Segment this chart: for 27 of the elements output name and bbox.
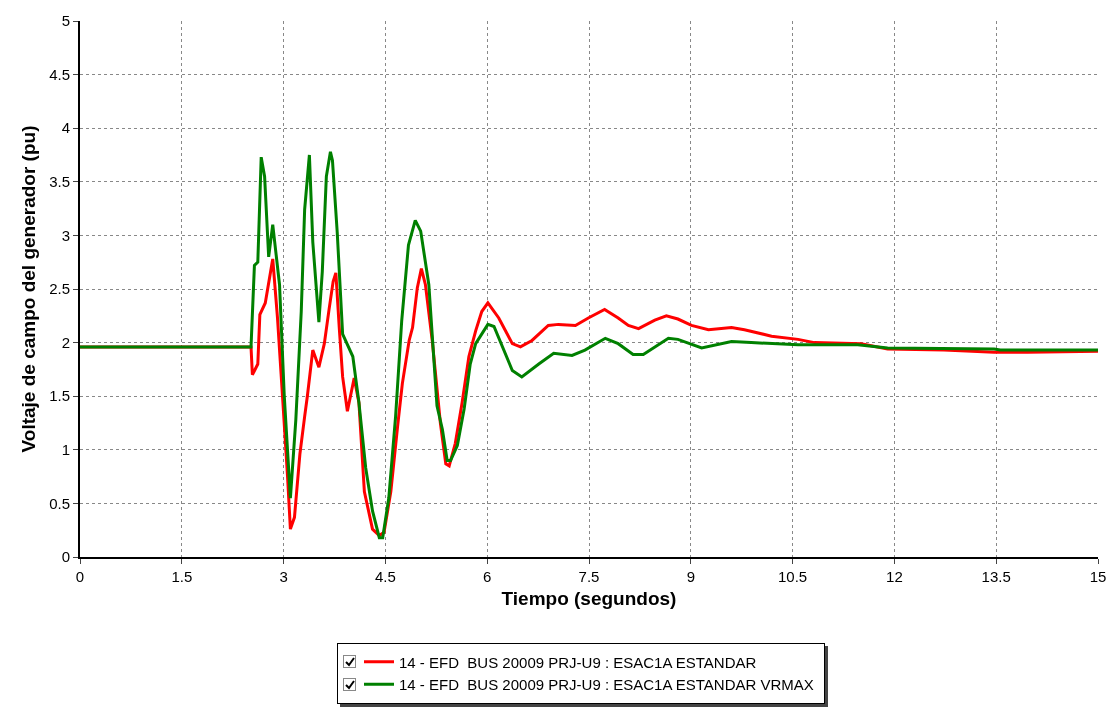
y-tick-label: 2 bbox=[61, 333, 70, 351]
x-tick-label: 13.5 bbox=[981, 568, 1011, 585]
legend-label: 14 - EFD BUS 20009 PRJ-U9 : ESAC1A ESTANDAR bbox=[399, 653, 757, 671]
legend-label: 14 - EFD BUS 20009 PRJ-U9 : ESAC1A ESTANDAR VRMAX bbox=[399, 676, 814, 694]
y-tick-label: 0.5 bbox=[49, 494, 70, 512]
y-tick-label: 2.5 bbox=[49, 280, 70, 298]
x-tick-label: 4.5 bbox=[374, 568, 396, 585]
x-tick-label: 12 bbox=[886, 568, 903, 585]
x-tick-label: 6 bbox=[483, 568, 492, 585]
x-tick-label: 10.5 bbox=[778, 568, 808, 585]
x-tick-label: 7.5 bbox=[578, 568, 600, 585]
y-tick-label: 4.5 bbox=[49, 65, 70, 83]
x-tick-label: 3 bbox=[279, 568, 288, 585]
y-axis-title: Voltaje de campo del generador (pu) bbox=[18, 125, 40, 453]
x-tick-label: 1.5 bbox=[171, 568, 193, 585]
x-tick-label: 9 bbox=[686, 568, 695, 585]
x-tick-label: 0 bbox=[75, 568, 85, 585]
x-tick-label: 15 bbox=[1089, 568, 1107, 585]
y-tick-label: 3 bbox=[61, 226, 70, 244]
y-tick-label: 5 bbox=[61, 12, 70, 30]
y-tick-label: 1.5 bbox=[49, 387, 70, 405]
y-tick-label: 4 bbox=[61, 119, 70, 137]
y-tick-label: 0 bbox=[61, 548, 70, 566]
y-tick-label: 1 bbox=[61, 441, 70, 459]
y-tick-label: 3.5 bbox=[49, 173, 70, 191]
x-axis-title: Tiempo (segundos) bbox=[501, 588, 677, 610]
line-series bbox=[80, 150, 1098, 540]
